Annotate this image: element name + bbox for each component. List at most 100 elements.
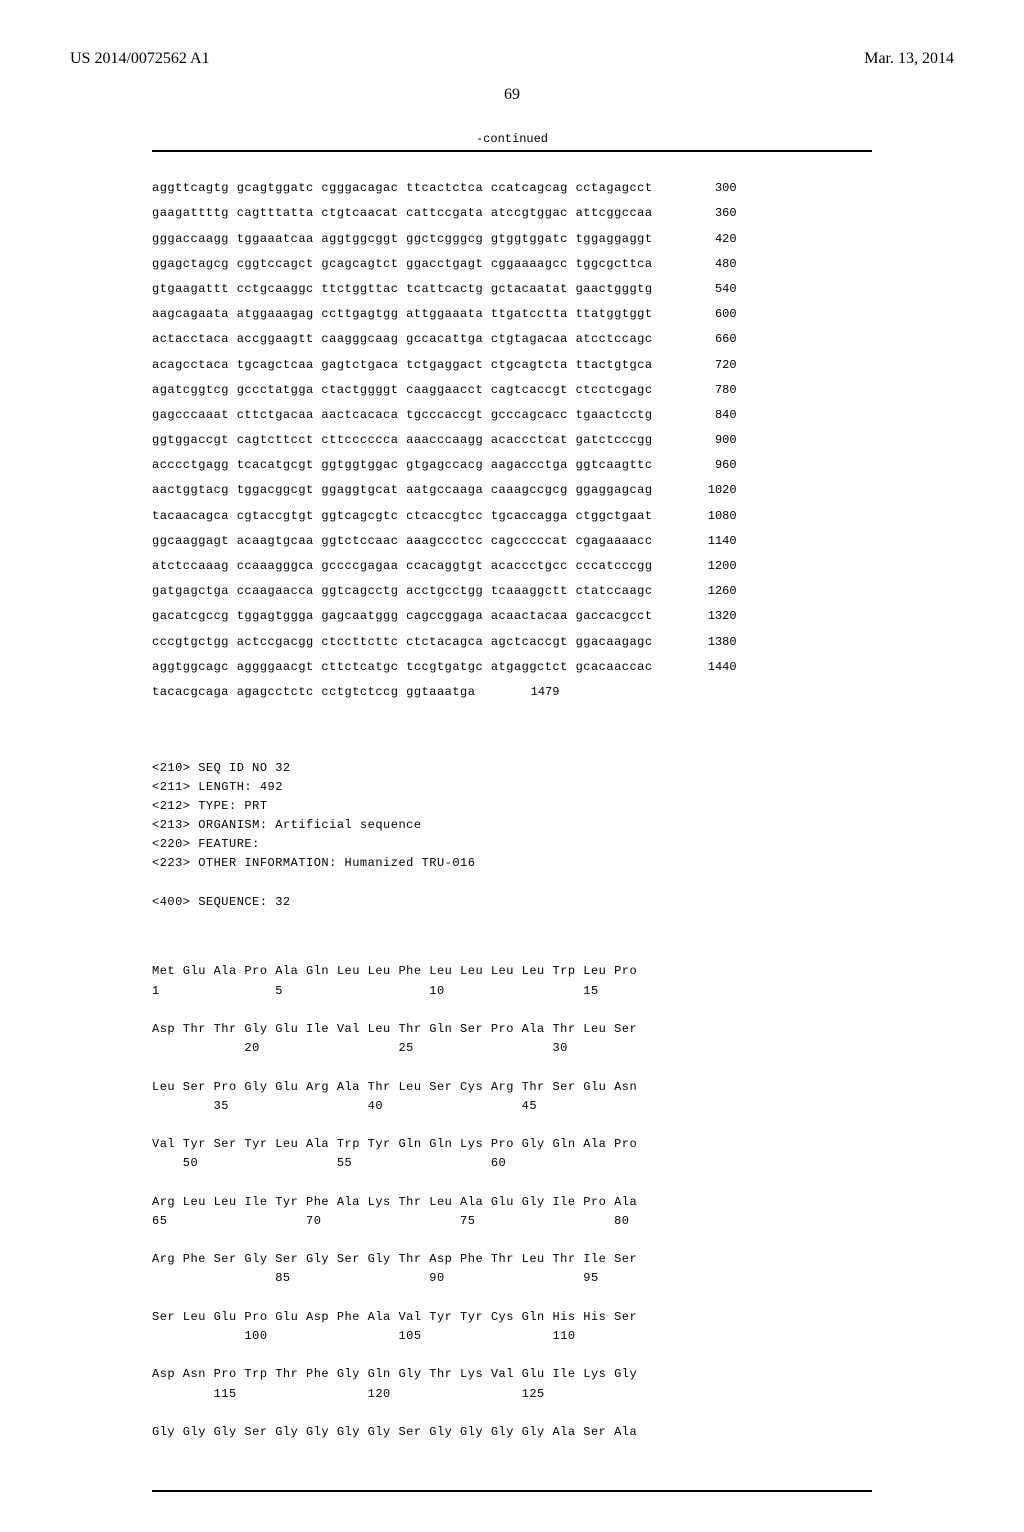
dna-position: 540	[677, 280, 737, 299]
peptide-line: 115 120 125	[152, 1385, 872, 1404]
dna-row: tacaacagca cgtaccgtgt ggtcagcgtc ctcaccg…	[152, 507, 872, 526]
dna-bases: tacacgcaga agagcctctc cctgtctccg ggtaaat…	[152, 683, 475, 702]
dna-position: 360	[677, 204, 737, 223]
peptide-line: 85 90 95	[152, 1269, 872, 1288]
dna-position: 1140	[677, 532, 737, 551]
peptide-line: 20 25 30	[152, 1039, 872, 1058]
dna-row: ggagctagcg cggtccagct gcagcagtct ggacctg…	[152, 255, 872, 274]
meta-line: <212> TYPE: PRT	[152, 797, 872, 816]
dna-row: gaagattttg cagtttatta ctgtcaacat cattccg…	[152, 204, 872, 223]
dna-position: 720	[677, 356, 737, 375]
peptide-line: Asp Asn Pro Trp Thr Phe Gly Gln Gly Thr …	[152, 1365, 872, 1384]
sequence-metadata: <210> SEQ ID NO 32<211> LENGTH: 492<212>…	[152, 759, 872, 913]
page-number: 69	[70, 86, 954, 104]
dna-bases: aggtggcagc aggggaacgt cttctcatgc tccgtga…	[152, 658, 653, 677]
dna-position: 300	[677, 179, 737, 198]
peptide-line: Arg Phe Ser Gly Ser Gly Ser Gly Thr Asp …	[152, 1250, 872, 1269]
dna-bases: tacaacagca cgtaccgtgt ggtcagcgtc ctcaccg…	[152, 507, 653, 526]
peptide-line	[152, 1058, 872, 1077]
dna-position: 1260	[677, 582, 737, 601]
meta-line: <223> OTHER INFORMATION: Humanized TRU-0…	[152, 854, 872, 873]
dna-row: ggtggaccgt cagtcttcct cttcccccca aaaccca…	[152, 431, 872, 450]
dna-row: aagcagaata atggaaagag ccttgagtgg attggaa…	[152, 305, 872, 324]
dna-position: 1200	[677, 557, 737, 576]
dna-position: 480	[677, 255, 737, 274]
dna-bases: atctccaaag ccaaagggca gccccgagaa ccacagg…	[152, 557, 653, 576]
dna-row: acccctgagg tcacatgcgt ggtggtggac gtgagcc…	[152, 456, 872, 475]
dna-row: gagcccaaat cttctgacaa aactcacaca tgcccac…	[152, 406, 872, 425]
peptide-sequence: Met Glu Ala Pro Ala Gln Leu Leu Phe Leu …	[152, 962, 872, 1442]
dna-row: atctccaaag ccaaagggca gccccgagaa ccacagg…	[152, 557, 872, 576]
dna-bases: gtgaagattt cctgcaaggc ttctggttac tcattca…	[152, 280, 653, 299]
sequence-listing: aggttcagtg gcagtggatc cgggacagac ttcactc…	[152, 150, 872, 1492]
dna-bases: aggttcagtg gcagtggatc cgggacagac ttcactc…	[152, 179, 653, 198]
dna-position: 900	[677, 431, 737, 450]
dna-bases: gaagattttg cagtttatta ctgtcaacat cattccg…	[152, 204, 653, 223]
dna-position: 660	[677, 330, 737, 349]
dna-row: gacatcgccg tggagtggga gagcaatggg cagccgg…	[152, 607, 872, 626]
dna-bases: gggaccaagg tggaaatcaa aggtggcggt ggctcgg…	[152, 230, 653, 249]
dna-sequence: aggttcagtg gcagtggatc cgggacagac ttcactc…	[152, 179, 872, 708]
peptide-line: Gly Gly Gly Ser Gly Gly Gly Gly Ser Gly …	[152, 1423, 872, 1442]
dna-row: aggttcagtg gcagtggatc cgggacagac ttcactc…	[152, 179, 872, 198]
peptide-line	[152, 1404, 872, 1423]
peptide-line: 100 105 110	[152, 1327, 872, 1346]
meta-line: <213> ORGANISM: Artificial sequence	[152, 816, 872, 835]
dna-row: actacctaca accggaagtt caagggcaag gccacat…	[152, 330, 872, 349]
dna-row: aactggtacg tggacggcgt ggaggtgcat aatgcca…	[152, 481, 872, 500]
dna-bases: acccctgagg tcacatgcgt ggtggtggac gtgagcc…	[152, 456, 653, 475]
dna-row: cccgtgctgg actccgacgg ctccttcttc ctctaca…	[152, 633, 872, 652]
dna-row: tacacgcaga agagcctctc cctgtctccg ggtaaat…	[152, 683, 872, 702]
dna-position: 1479	[499, 683, 559, 702]
peptide-line: 65 70 75 80	[152, 1212, 872, 1231]
meta-line: <210> SEQ ID NO 32	[152, 759, 872, 778]
peptide-line	[152, 1116, 872, 1135]
dna-bases: ggagctagcg cggtccagct gcagcagtct ggacctg…	[152, 255, 653, 274]
dna-row: gatgagctga ccaagaacca ggtcagcctg acctgcc…	[152, 582, 872, 601]
peptide-line: Arg Leu Leu Ile Tyr Phe Ala Lys Thr Leu …	[152, 1193, 872, 1212]
dna-row: ggcaaggagt acaagtgcaa ggtctccaac aaagccc…	[152, 532, 872, 551]
peptide-line: Leu Ser Pro Gly Glu Arg Ala Thr Leu Ser …	[152, 1078, 872, 1097]
peptide-line: 50 55 60	[152, 1154, 872, 1173]
peptide-line: Met Glu Ala Pro Ala Gln Leu Leu Phe Leu …	[152, 962, 872, 981]
dna-position: 840	[677, 406, 737, 425]
dna-bases: ggtggaccgt cagtcttcct cttcccccca aaaccca…	[152, 431, 653, 450]
peptide-line: Asp Thr Thr Gly Glu Ile Val Leu Thr Gln …	[152, 1020, 872, 1039]
dna-position: 600	[677, 305, 737, 324]
meta-line: <220> FEATURE:	[152, 835, 872, 854]
dna-row: acagcctaca tgcagctcaa gagtctgaca tctgagg…	[152, 356, 872, 375]
dna-bases: actacctaca accggaagtt caagggcaag gccacat…	[152, 330, 653, 349]
dna-bases: gatgagctga ccaagaacca ggtcagcctg acctgcc…	[152, 582, 653, 601]
publication-number: US 2014/0072562 A1	[70, 50, 210, 68]
continued-label: -continued	[70, 132, 954, 146]
dna-bases: acagcctaca tgcagctcaa gagtctgaca tctgagg…	[152, 356, 653, 375]
peptide-line	[152, 1346, 872, 1365]
dna-position: 960	[677, 456, 737, 475]
patent-page: US 2014/0072562 A1 Mar. 13, 2014 69 -con…	[0, 0, 1024, 1532]
peptide-line: 1 5 10 15	[152, 982, 872, 1001]
dna-position: 780	[677, 381, 737, 400]
peptide-line	[152, 1289, 872, 1308]
dna-bases: ggcaaggagt acaagtgcaa ggtctccaac aaagccc…	[152, 532, 653, 551]
dna-position: 1080	[677, 507, 737, 526]
dna-bases: gacatcgccg tggagtggga gagcaatggg cagccgg…	[152, 607, 653, 626]
peptide-line: Val Tyr Ser Tyr Leu Ala Trp Tyr Gln Gln …	[152, 1135, 872, 1154]
dna-row: gtgaagattt cctgcaaggc ttctggttac tcattca…	[152, 280, 872, 299]
page-header: US 2014/0072562 A1 Mar. 13, 2014	[70, 50, 954, 68]
dna-position: 1020	[677, 481, 737, 500]
dna-bases: aagcagaata atggaaagag ccttgagtgg attggaa…	[152, 305, 653, 324]
dna-row: aggtggcagc aggggaacgt cttctcatgc tccgtga…	[152, 658, 872, 677]
dna-row: gggaccaagg tggaaatcaa aggtggcggt ggctcgg…	[152, 230, 872, 249]
dna-row: agatcggtcg gccctatgga ctactggggt caaggaa…	[152, 381, 872, 400]
dna-position: 420	[677, 230, 737, 249]
dna-position: 1380	[677, 633, 737, 652]
dna-bases: aactggtacg tggacggcgt ggaggtgcat aatgcca…	[152, 481, 653, 500]
dna-position: 1440	[677, 658, 737, 677]
peptide-line: Ser Leu Glu Pro Glu Asp Phe Ala Val Tyr …	[152, 1308, 872, 1327]
dna-position: 1320	[677, 607, 737, 626]
peptide-line: 35 40 45	[152, 1097, 872, 1116]
meta-line: <211> LENGTH: 492	[152, 778, 872, 797]
dna-bases: agatcggtcg gccctatgga ctactggggt caaggaa…	[152, 381, 653, 400]
dna-bases: gagcccaaat cttctgacaa aactcacaca tgcccac…	[152, 406, 653, 425]
publication-date: Mar. 13, 2014	[864, 50, 954, 68]
